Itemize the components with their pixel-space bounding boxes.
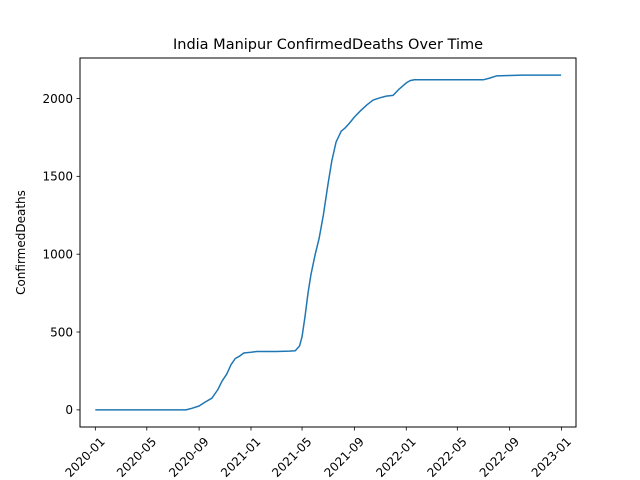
y-axis-label: ConfirmedDeaths [14, 190, 28, 295]
x-tick-label: 2022-01 [373, 435, 418, 480]
x-tick-label: 2020-01 [62, 435, 107, 480]
x-tick-label: 2021-05 [269, 435, 314, 480]
x-axis: 2020-01 2020-05 2020-09 2021-01 2021-05 2021-… [62, 427, 574, 480]
x-tick-label: 2021-01 [218, 435, 263, 480]
series-line [95, 74, 562, 411]
y-tick-label: 1000 [42, 247, 73, 261]
x-tick-label: 2022-05 [424, 435, 469, 480]
x-tick-label: 2022-09 [477, 435, 522, 480]
plot-frame [79, 57, 577, 428]
y-tick-label: 2000 [42, 92, 73, 106]
y-tick-label: 0 [65, 403, 73, 417]
x-tick-label: 2020-05 [114, 435, 159, 480]
y-tick-label: 1500 [42, 170, 73, 184]
x-tick-label: 2021-09 [322, 435, 367, 480]
y-axis: 0 500 1000 1500 2000 [42, 92, 80, 417]
x-tick-label: 2023-01 [529, 435, 574, 480]
y-tick-label: 500 [50, 325, 73, 339]
chart-title: India Manipur ConfirmedDeaths Over Time [173, 37, 483, 53]
x-tick-label: 2020-09 [166, 435, 211, 480]
